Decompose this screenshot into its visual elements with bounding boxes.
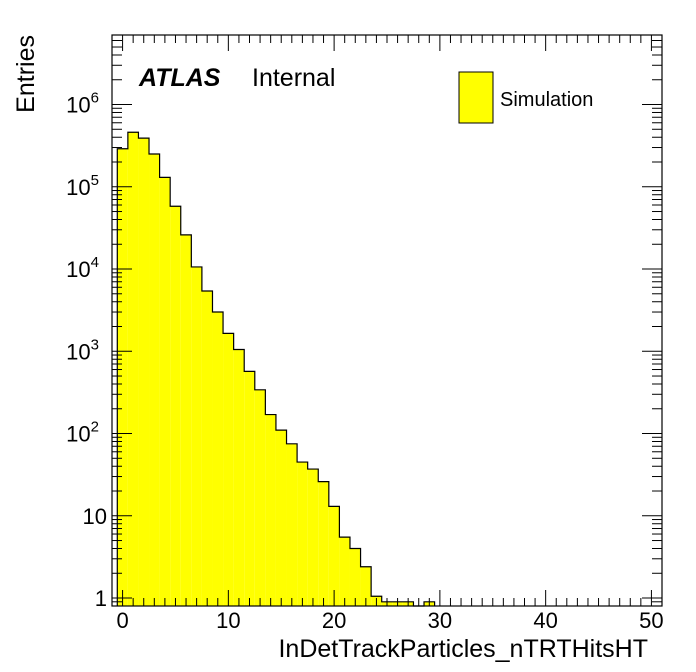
histogram-bin	[180, 234, 192, 606]
y-tick-label: 10	[83, 504, 107, 529]
histogram-bin	[318, 481, 329, 606]
histogram-bin	[307, 469, 319, 606]
x-tick-label: 0	[116, 608, 128, 633]
histogram-bin	[138, 138, 150, 606]
histogram-bin	[191, 266, 202, 606]
histogram-bin	[244, 371, 255, 606]
histogram-bin	[286, 443, 298, 606]
histogram-bin	[170, 206, 181, 606]
x-tick-label: 20	[322, 608, 346, 633]
histogram-bin	[233, 349, 245, 606]
histogram-bin	[339, 537, 350, 606]
legend-entry-simulation: Simulation	[500, 89, 593, 111]
y-tick-label: 103	[66, 336, 99, 364]
histogram-bin	[201, 291, 213, 606]
internal-label: Internal	[252, 64, 335, 92]
histogram-outline	[116, 131, 436, 607]
x-tick-label: 40	[533, 608, 557, 633]
y-tick-label: 1	[95, 586, 107, 611]
histogram-bin	[149, 154, 160, 606]
histogram-bin	[275, 430, 287, 606]
histogram-bars	[116, 131, 436, 607]
histogram-bin	[360, 566, 372, 606]
y-tick-label: 102	[66, 419, 99, 447]
histogram-bin	[349, 548, 361, 606]
atlas-label: ATLAS	[138, 64, 221, 92]
y-tick-label: 105	[66, 172, 99, 200]
y-tick-label: 104	[66, 254, 99, 282]
histogram-bin	[254, 389, 266, 606]
x-axis-ticks: 0 10 20 30 40 50	[111, 35, 664, 633]
histogram-bin	[117, 148, 128, 607]
y-axis-ticks: 1 10 102 103 104 105 106	[66, 34, 662, 611]
x-tick-label: 50	[639, 608, 663, 633]
histogram-bin	[127, 132, 139, 606]
histogram-bin	[212, 312, 224, 606]
y-tick-label: 106	[66, 90, 99, 118]
histogram-bin	[297, 462, 308, 606]
x-tick-label: 30	[428, 608, 452, 633]
histogram-bin	[159, 177, 171, 606]
histogram-bin	[265, 414, 276, 606]
x-axis-title: InDetTrackParticles_nTRTHitsHT	[278, 635, 648, 663]
x-tick-label: 10	[216, 608, 240, 633]
y-axis-title: Entries	[12, 35, 40, 113]
legend-swatch	[458, 71, 494, 124]
legend: Simulation	[458, 71, 593, 124]
histogram-bin	[223, 333, 234, 606]
histogram-bin	[328, 506, 340, 606]
